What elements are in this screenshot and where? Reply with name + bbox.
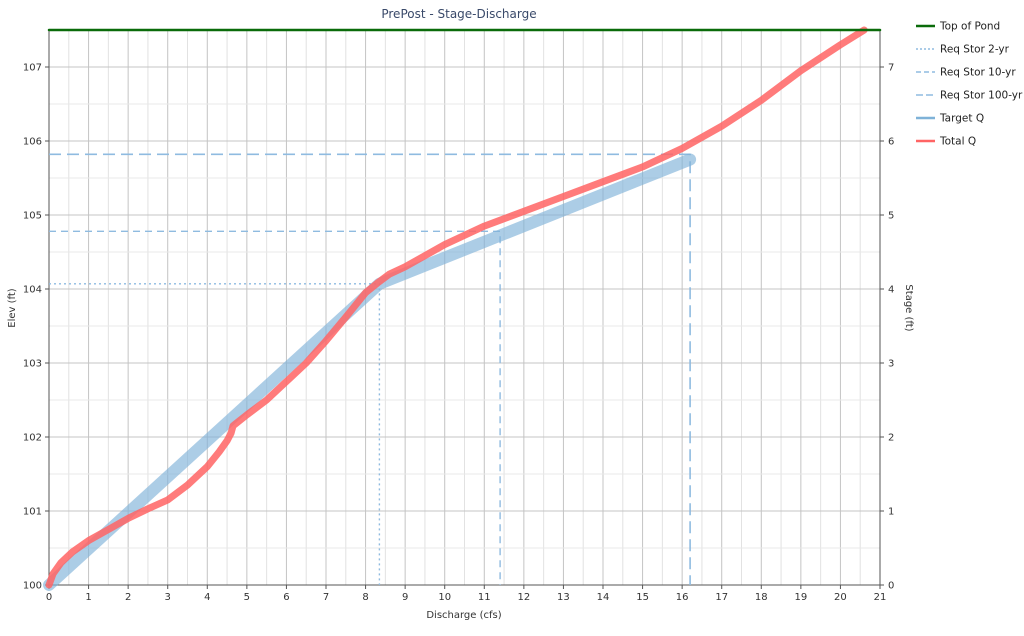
y2-tick-label: 6: [888, 137, 894, 148]
x-tick-label: 16: [676, 592, 689, 603]
y-tick-label: 106: [23, 137, 42, 148]
x-tick-label: 0: [46, 592, 52, 603]
axes: [45, 30, 884, 589]
x-tick-label: 8: [362, 592, 368, 603]
y-tick-label: 102: [23, 433, 42, 444]
series-req-stor-10-yr-line: [49, 230, 501, 585]
data-series: [43, 26, 882, 591]
series-total-q-line: [45, 26, 868, 589]
x-tick-label: 9: [402, 592, 408, 603]
x-tick-label: 11: [478, 592, 491, 603]
legend-label-top-of-pond: Top of Pond: [939, 21, 1000, 33]
x-tick-label: 21: [874, 592, 887, 603]
x-tick-label: 1: [85, 592, 91, 603]
legend: Top of Pond Req Stor 2-yr Req Stor 10-yr Re…: [916, 21, 1023, 148]
y-tick-label: 100: [23, 581, 42, 592]
x-tick-label: 7: [323, 592, 329, 603]
y-tick-label: 101: [23, 507, 42, 518]
x-tick-label: 5: [244, 592, 250, 603]
legend-label-req-stor-2-yr: Req Stor 2-yr: [940, 44, 1010, 56]
x-tick-label: 14: [597, 592, 610, 603]
x-tick-label: 12: [517, 592, 530, 603]
legend-label-req-stor-10-yr: Req Stor 10-yr: [940, 67, 1016, 79]
y-axis-title: Elev (ft): [7, 288, 18, 328]
x-tick-label: 17: [715, 592, 728, 603]
x-tick-label: 6: [283, 592, 289, 603]
y2-tick-label: 1: [888, 507, 894, 518]
x-tick-label: 13: [557, 592, 570, 603]
tick-labels: 0 1 2 3 4 5 6 7 8 9 10 11 12 13 14 15 16 17 18 19 20 21100101…: [23, 63, 894, 604]
legend-label-req-stor-100-yr: Req Stor 100-yr: [940, 90, 1023, 102]
y2-tick-label: 3: [888, 359, 894, 370]
chart-title: PrePost - Stage-Discharge: [381, 7, 536, 21]
x-tick-label: 15: [636, 592, 649, 603]
y-tick-label: 103: [23, 359, 42, 370]
x-tick-label: 20: [834, 592, 847, 603]
y2-axis-title: Stage (ft): [903, 284, 914, 331]
legend-label-total-q: Total Q: [939, 136, 976, 148]
x-tick-label: 19: [794, 592, 807, 603]
y2-tick-label: 4: [888, 285, 894, 296]
x-tick-label: 3: [165, 592, 171, 603]
y-tick-label: 107: [23, 63, 42, 74]
x-tick-label: 10: [438, 592, 451, 603]
y-tick-label: 105: [23, 211, 42, 222]
y2-tick-label: 7: [888, 63, 894, 74]
legend-label-target-q: Target Q: [939, 113, 984, 125]
y2-tick-label: 5: [888, 211, 894, 222]
x-axis-title: Discharge (cfs): [426, 610, 501, 621]
y-tick-label: 104: [23, 285, 42, 296]
x-tick-label: 18: [755, 592, 768, 603]
y2-tick-label: 2: [888, 433, 894, 444]
grid-lines: [48, 29, 881, 586]
y2-tick-label: 0: [888, 581, 894, 592]
x-tick-label: 2: [125, 592, 131, 603]
x-tick-label: 4: [204, 592, 210, 603]
